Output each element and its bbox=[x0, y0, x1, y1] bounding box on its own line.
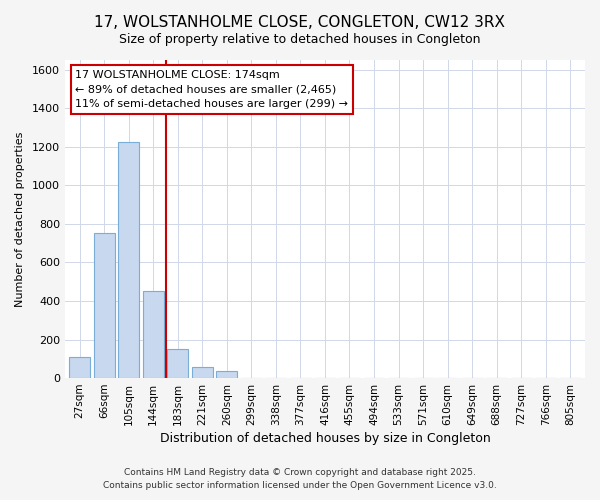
Bar bbox=[192, 366, 213, 378]
Y-axis label: Number of detached properties: Number of detached properties bbox=[15, 132, 25, 306]
Text: Size of property relative to detached houses in Congleton: Size of property relative to detached ho… bbox=[119, 32, 481, 46]
Bar bbox=[217, 372, 237, 378]
Bar bbox=[69, 357, 90, 378]
Bar bbox=[167, 349, 188, 378]
Bar bbox=[94, 234, 115, 378]
Text: 17 WOLSTANHOLME CLOSE: 174sqm
← 89% of detached houses are smaller (2,465)
11% o: 17 WOLSTANHOLME CLOSE: 174sqm ← 89% of d… bbox=[76, 70, 349, 109]
Text: 17, WOLSTANHOLME CLOSE, CONGLETON, CW12 3RX: 17, WOLSTANHOLME CLOSE, CONGLETON, CW12 … bbox=[95, 15, 505, 30]
Bar bbox=[118, 142, 139, 378]
Bar bbox=[143, 292, 164, 378]
X-axis label: Distribution of detached houses by size in Congleton: Distribution of detached houses by size … bbox=[160, 432, 490, 445]
Text: Contains HM Land Registry data © Crown copyright and database right 2025.
Contai: Contains HM Land Registry data © Crown c… bbox=[103, 468, 497, 490]
